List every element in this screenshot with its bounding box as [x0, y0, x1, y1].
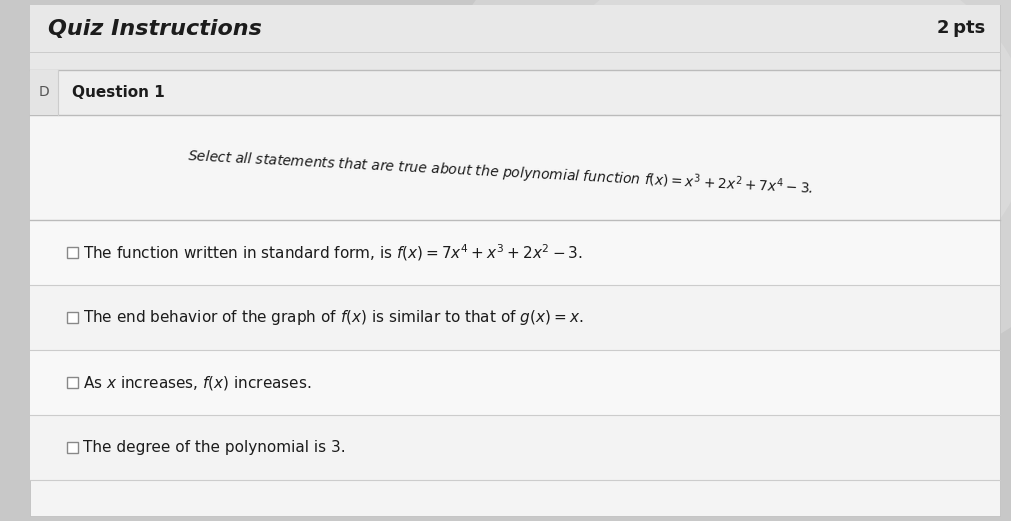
Bar — [30, 70, 58, 115]
Text: 2 pts: 2 pts — [937, 19, 985, 37]
Bar — [30, 115, 1000, 220]
Ellipse shape — [630, 18, 930, 242]
Text: Quiz Instructions: Quiz Instructions — [48, 19, 262, 39]
Bar — [30, 5, 1000, 70]
Text: Select all statements that are true about the polynomial function $f(x) = x^3 + : Select all statements that are true abou… — [187, 145, 814, 200]
Bar — [67, 442, 78, 453]
Bar — [30, 415, 1000, 480]
Ellipse shape — [430, 0, 1011, 392]
Text: Question 1: Question 1 — [72, 85, 165, 100]
Ellipse shape — [530, 0, 1011, 317]
Text: The function written in standard form, is $f(x) = 7x^4 + x^3 + 2x^2 - 3$.: The function written in standard form, i… — [83, 242, 582, 263]
Bar — [30, 70, 1000, 115]
Text: The degree of the polynomial is 3.: The degree of the polynomial is 3. — [83, 440, 346, 455]
Bar — [30, 350, 1000, 415]
Bar — [30, 285, 1000, 350]
Text: D: D — [38, 85, 50, 100]
Bar — [67, 247, 78, 258]
Bar — [30, 220, 1000, 285]
Text: The end behavior of the graph of $f(x)$ is similar to that of $g(x) = x$.: The end behavior of the graph of $f(x)$ … — [83, 308, 583, 327]
Bar — [67, 312, 78, 323]
Bar — [67, 377, 78, 388]
Text: As $x$ increases, $f(x)$ increases.: As $x$ increases, $f(x)$ increases. — [83, 374, 311, 391]
